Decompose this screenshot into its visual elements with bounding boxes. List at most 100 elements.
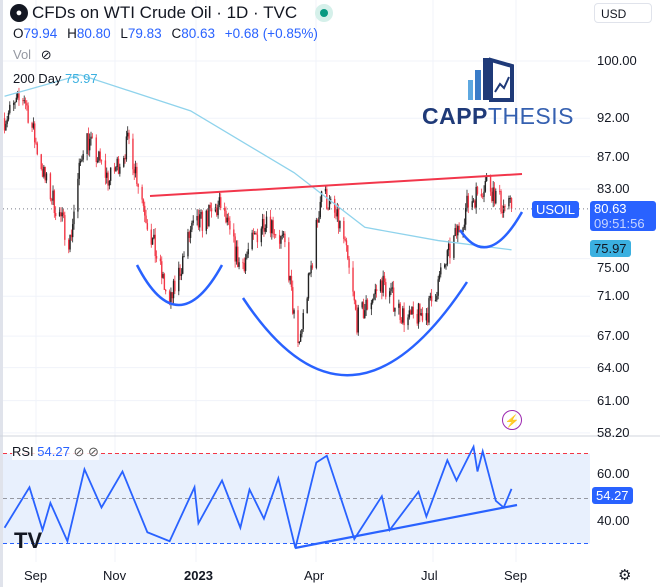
chart-title[interactable]: CFDs on WTI Crude Oil · 1D · TVC bbox=[32, 3, 298, 22]
ma-legend[interactable]: 200 Day 75.97 bbox=[13, 71, 98, 86]
candle-body bbox=[389, 291, 391, 297]
settings-gear-icon[interactable]: ⚙ bbox=[618, 567, 632, 584]
candle-body bbox=[182, 256, 184, 274]
candle-body bbox=[412, 306, 414, 314]
candle-body bbox=[269, 216, 272, 234]
candle-body bbox=[464, 208, 467, 225]
logo-arrow-icon bbox=[494, 76, 510, 93]
candle-body bbox=[137, 183, 139, 187]
candle-body bbox=[68, 239, 70, 250]
candle-body bbox=[86, 133, 88, 154]
candle-body bbox=[196, 216, 198, 221]
candle-body bbox=[430, 295, 433, 302]
price-tick-label: 75.00 bbox=[597, 260, 630, 275]
candle-body bbox=[476, 186, 479, 194]
candle-body bbox=[364, 310, 366, 318]
candle-body bbox=[238, 262, 240, 267]
candle-body bbox=[163, 274, 166, 290]
candle-body bbox=[399, 303, 401, 320]
lightning-icon[interactable]: ⚡ bbox=[502, 410, 522, 430]
tradingview-logo[interactable]: TV bbox=[14, 528, 43, 553]
candle-body bbox=[132, 138, 134, 170]
candle-body bbox=[407, 317, 409, 326]
candle-body bbox=[319, 201, 321, 218]
candle-body bbox=[474, 200, 476, 208]
candle-body bbox=[458, 225, 460, 232]
candle-body bbox=[316, 219, 319, 223]
candle-body bbox=[261, 218, 264, 229]
candle-body bbox=[233, 229, 235, 237]
candle-body bbox=[328, 198, 331, 210]
candle-body bbox=[58, 212, 61, 217]
price-tick-label: 71.00 bbox=[597, 288, 630, 304]
candle-body bbox=[142, 199, 145, 206]
candle-body bbox=[333, 198, 336, 213]
price-tick-label: 83.00 bbox=[597, 181, 630, 196]
rsi-support-trendline bbox=[294, 503, 518, 550]
candle-body bbox=[434, 299, 437, 302]
candle-body bbox=[153, 234, 155, 239]
close-value: 80.63 bbox=[181, 26, 216, 41]
price-tick-label: 92.00 bbox=[597, 110, 630, 126]
candle-body bbox=[109, 167, 112, 181]
candle-body bbox=[73, 211, 75, 225]
candle-body bbox=[272, 220, 274, 234]
candle-body bbox=[179, 267, 181, 276]
candle-body bbox=[117, 158, 120, 174]
candle-body bbox=[454, 228, 456, 236]
candle-body bbox=[375, 289, 378, 292]
candle-body bbox=[444, 264, 446, 268]
candle-body bbox=[91, 136, 94, 138]
candle-body bbox=[14, 102, 16, 104]
candle-body bbox=[337, 209, 340, 229]
last-price-tag: 80.63 09:51:56 bbox=[590, 201, 656, 231]
candle-body bbox=[356, 309, 358, 333]
candle-body bbox=[79, 161, 82, 163]
candle-body bbox=[264, 228, 266, 232]
candle-body bbox=[436, 295, 438, 300]
market-status-icon[interactable] bbox=[315, 4, 334, 22]
price-tick-label: 67.00 bbox=[597, 328, 630, 344]
candle-body bbox=[449, 243, 451, 258]
candle-body bbox=[35, 142, 37, 144]
currency-select[interactable]: USD bbox=[594, 3, 652, 23]
candle-body bbox=[416, 313, 418, 324]
candle-body bbox=[45, 173, 48, 181]
candle-body bbox=[246, 254, 248, 258]
volume-legend[interactable]: Vol ⊘ bbox=[13, 47, 52, 62]
rsi-value-tag: 54.27 bbox=[592, 487, 633, 504]
candle-body bbox=[7, 112, 10, 120]
candle-body bbox=[87, 133, 90, 151]
bar-countdown: 09:51:56 bbox=[594, 216, 645, 231]
candle-body bbox=[172, 280, 175, 299]
candle-body bbox=[205, 210, 207, 231]
candle-body bbox=[164, 289, 167, 292]
candle-body bbox=[82, 153, 84, 160]
candle-body bbox=[162, 274, 164, 278]
candle-body bbox=[348, 258, 350, 268]
candle-body bbox=[124, 158, 126, 160]
candle-body bbox=[104, 160, 107, 178]
candle-body bbox=[504, 205, 506, 207]
candle-body bbox=[510, 198, 513, 209]
candle-body bbox=[41, 168, 44, 177]
candle-body bbox=[15, 97, 18, 103]
candle-body bbox=[495, 190, 497, 204]
rsi-legend[interactable]: RSI 54.27 ⊘ ⊘ bbox=[12, 444, 99, 460]
candle-body bbox=[347, 245, 349, 259]
candle-body bbox=[220, 197, 222, 209]
price-tick-label: 87.00 bbox=[597, 148, 630, 164]
candle-body bbox=[214, 207, 217, 212]
candle-body bbox=[284, 233, 286, 243]
candle-body bbox=[256, 234, 259, 243]
eye-hidden-icon[interactable]: ⊘ bbox=[40, 47, 52, 62]
candle-body bbox=[472, 200, 475, 202]
candle-body bbox=[373, 294, 375, 300]
high-value: 80.80 bbox=[76, 26, 111, 41]
candle-body bbox=[254, 232, 256, 234]
candle-body bbox=[353, 291, 356, 301]
candle-body bbox=[96, 160, 99, 162]
candle-body bbox=[226, 217, 228, 223]
candle-body bbox=[40, 154, 42, 169]
